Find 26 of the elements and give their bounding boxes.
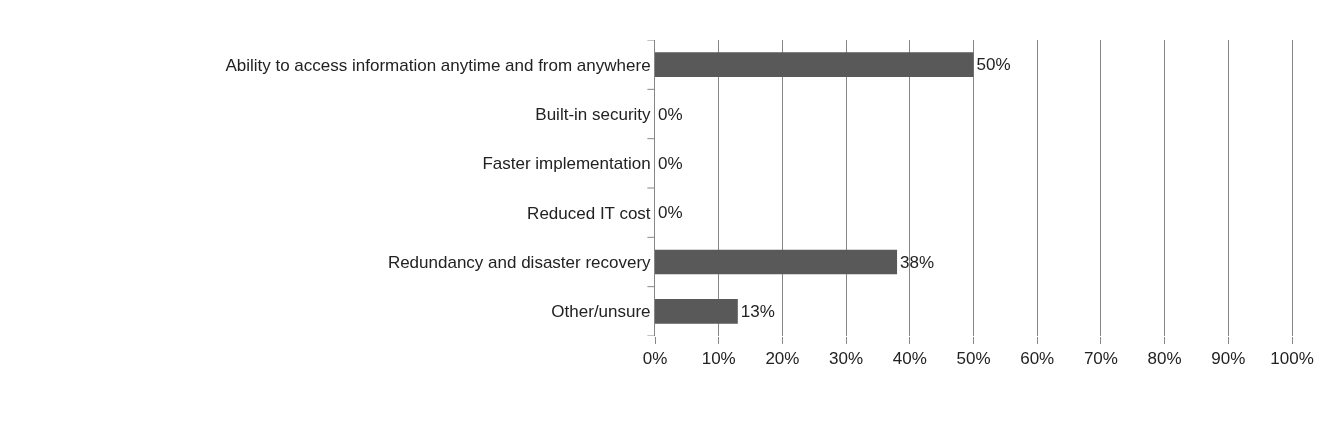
x-tick-label: 60% [1020, 349, 1055, 369]
y-tick-label: Reduced IT cost [527, 203, 651, 223]
x-tick-label: 30% [829, 349, 864, 369]
x-tick-label: 0% [642, 349, 668, 369]
data-label: 0% [658, 203, 683, 223]
x-tick-label: 40% [892, 349, 927, 369]
data-label: 13% [740, 301, 775, 321]
bar [655, 52, 974, 77]
x-tick-label: 50% [956, 349, 991, 369]
y-tick-label: Other/unsure [551, 302, 651, 322]
data-label: 0% [658, 153, 683, 173]
data-label: 0% [658, 104, 683, 124]
y-tick-label: Ability to access information anytime and from anywhere [225, 55, 651, 75]
data-label: 38% [900, 252, 935, 272]
y-tick-label: Faster implementation [482, 154, 651, 174]
x-tick-label: 90% [1211, 349, 1246, 369]
data-label: 50% [976, 55, 1011, 75]
x-tick-label: 10% [701, 349, 736, 369]
x-tick-label: 80% [1147, 349, 1182, 369]
x-tick-label: 70% [1083, 349, 1118, 369]
bar [655, 249, 898, 275]
x-tick-label: 100% [1270, 349, 1314, 369]
y-tick-label: Built-in security [535, 104, 652, 124]
bar [655, 299, 738, 324]
y-tick-label: Redundancy and disaster recovery [387, 252, 652, 272]
x-tick-label: 20% [765, 349, 800, 369]
